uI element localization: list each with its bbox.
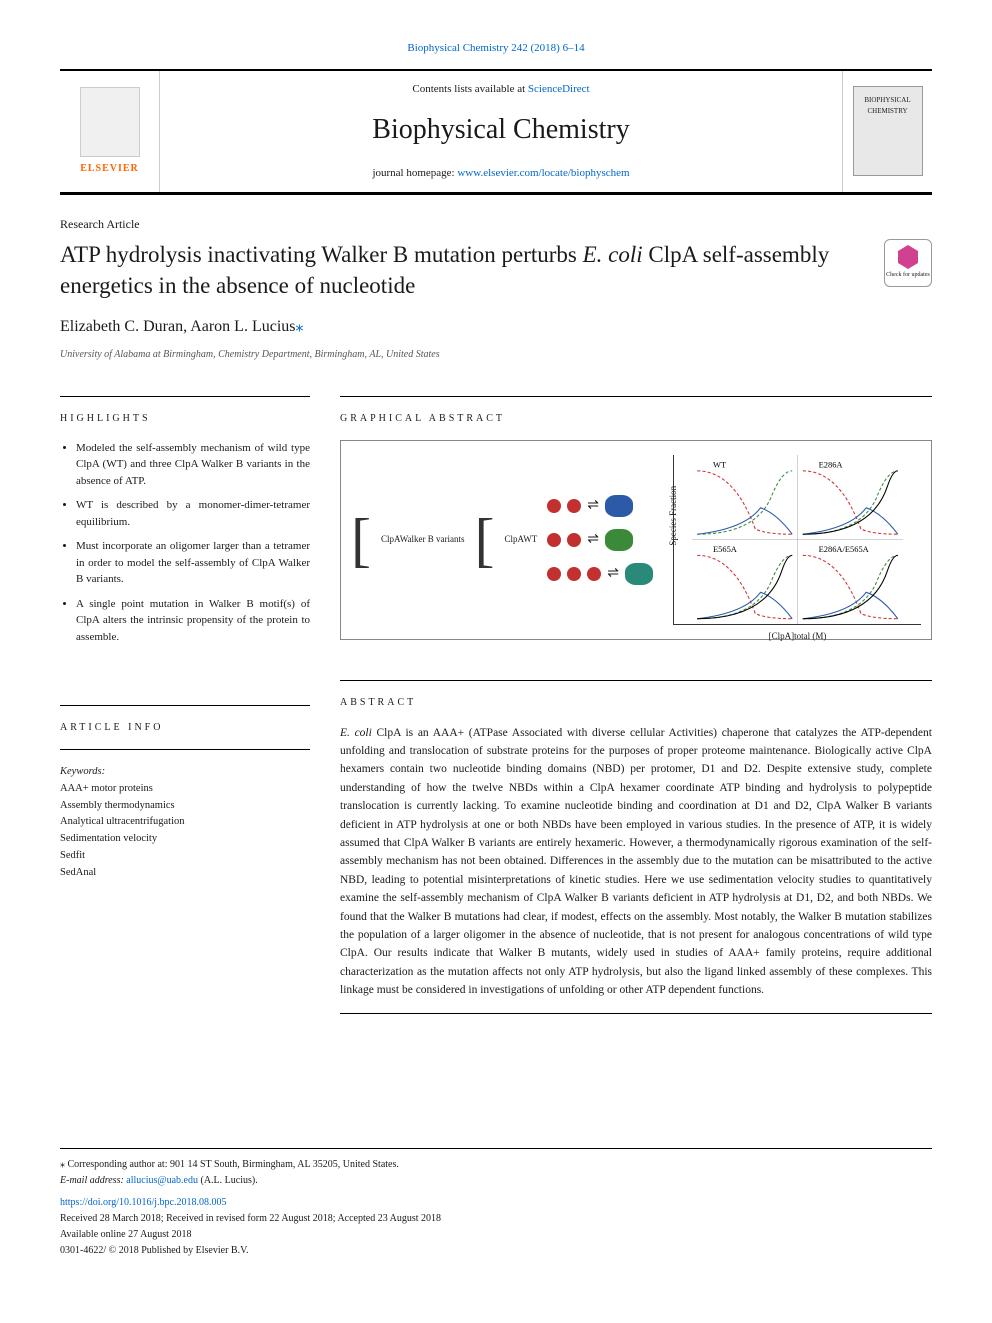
- ga-label-outer: ClpAWalker B variants: [381, 533, 465, 547]
- divider: [340, 1013, 932, 1014]
- chart-svg: WT E286A E565A E286A/E565A: [674, 455, 921, 624]
- graphical-abstract-heading: GRAPHICAL ABSTRACT: [340, 411, 932, 426]
- panel-label: E286A: [819, 459, 844, 469]
- monomer-icon: [587, 567, 601, 581]
- highlight-item: WT is described by a monomer-dimer-tetra…: [76, 497, 310, 530]
- articleinfo-heading: ARTICLE INFO: [60, 720, 310, 735]
- abstract-body: ClpA is an AAA+ (ATPase Associated with …: [340, 727, 932, 996]
- homepage-line: journal homepage: www.elsevier.com/locat…: [170, 165, 832, 182]
- publisher-name: ELSEVIER: [80, 161, 139, 176]
- highlights-heading: HIGHLIGHTS: [60, 411, 310, 426]
- panel-label: E565A: [713, 544, 738, 554]
- homepage-prefix: journal homepage:: [372, 167, 457, 179]
- keywords-block: Keywords: AAA+ motor proteins Assembly t…: [60, 764, 310, 882]
- homepage-link[interactable]: www.elsevier.com/locate/biophyschem: [457, 167, 629, 179]
- tetramer-icon: [605, 529, 633, 551]
- monomer-icon: [567, 499, 581, 513]
- authors-list: Elizabeth C. Duran, Aaron L. Lucius⁎: [60, 315, 932, 339]
- reaction-row: ⇌: [547, 529, 653, 551]
- highlight-item: Must incorporate an oligomer larger than…: [76, 538, 310, 588]
- article-title: ATP hydrolysis inactivating Walker B mut…: [60, 239, 864, 301]
- publisher-logo: ELSEVIER: [60, 71, 160, 192]
- panel-label: WT: [713, 459, 727, 469]
- reaction-row: ⇌: [547, 563, 653, 585]
- doi-link[interactable]: https://doi.org/10.1016/j.bpc.2018.08.00…: [60, 1195, 932, 1211]
- abstract-italic: E. coli: [340, 727, 372, 739]
- highlight-item: Modeled the self-assembly mechanism of w…: [76, 440, 310, 490]
- sciencedirect-link[interactable]: ScienceDirect: [528, 83, 590, 95]
- species-fraction-chart: Species Fraction [ClpA]total (M) WT E286…: [673, 455, 921, 625]
- equilibrium-arrow-icon: ⇌: [607, 563, 619, 584]
- keyword: Assembly thermodynamics: [60, 798, 310, 815]
- journal-title: Biophysical Chemistry: [170, 109, 832, 151]
- keyword: SedAnal: [60, 865, 310, 882]
- panel-label: E286A/E565A: [819, 544, 870, 554]
- masthead: ELSEVIER Contents lists available at Sci…: [60, 69, 932, 195]
- keyword: Analytical ultracentrifugation: [60, 814, 310, 831]
- keyword: Sedimentation velocity: [60, 831, 310, 848]
- email-suffix: (A.L. Lucius).: [198, 1175, 258, 1186]
- monomer-icon: [567, 567, 581, 581]
- abstract-heading: ABSTRACT: [340, 695, 932, 710]
- keyword: AAA+ motor proteins: [60, 781, 310, 798]
- corresponding-asterisk: ⁎: [296, 318, 304, 335]
- cover-image: BIOPHYSICAL CHEMISTRY: [853, 86, 923, 176]
- monomer-icon: [547, 567, 561, 581]
- highlights-list: Modeled the self-assembly mechanism of w…: [60, 440, 310, 646]
- divider: [60, 749, 310, 750]
- ga-label-inner: ClpAWT: [505, 533, 538, 547]
- elsevier-tree-icon: [80, 87, 140, 157]
- ga-reactions: ⇌ ⇌ ⇌: [547, 495, 653, 585]
- received-dates: Received 28 March 2018; Received in revi…: [60, 1211, 932, 1227]
- contents-line: Contents lists available at ScienceDirec…: [170, 81, 832, 98]
- bracket-icon: [: [351, 510, 371, 570]
- highlight-item: A single point mutation in Walker B moti…: [76, 596, 310, 646]
- keywords-title: Keywords:: [60, 764, 310, 781]
- corresponding-author: ⁎ Corresponding author at: 901 14 ST Sou…: [60, 1157, 932, 1173]
- check-updates-label: Check for updates: [886, 271, 930, 280]
- ga-reactions-block: [ ClpAWalker B variants [ ClpAWT ⇌: [351, 495, 653, 585]
- footer: ⁎ Corresponding author at: 901 14 ST Sou…: [60, 1148, 932, 1259]
- divider: [340, 396, 932, 397]
- email-label: E-mail address:: [60, 1175, 126, 1186]
- divider: [60, 705, 310, 706]
- journal-reference: Biophysical Chemistry 242 (2018) 6–14: [60, 40, 932, 57]
- available-online: Available online 27 August 2018: [60, 1227, 932, 1243]
- abstract-text: E. coli ClpA is an AAA+ (ATPase Associat…: [340, 724, 932, 1000]
- issn-copyright: 0301-4622/ © 2018 Published by Elsevier …: [60, 1243, 932, 1259]
- monomer-icon: [547, 499, 561, 513]
- journal-ref-link[interactable]: Biophysical Chemistry 242 (2018) 6–14: [407, 42, 584, 54]
- equilibrium-arrow-icon: ⇌: [587, 495, 599, 516]
- author-names: Elizabeth C. Duran, Aaron L. Lucius: [60, 318, 296, 335]
- divider: [60, 396, 310, 397]
- title-part-1: ATP hydrolysis inactivating Walker B mut…: [60, 242, 583, 267]
- equilibrium-arrow-icon: ⇌: [587, 529, 599, 550]
- monomer-icon: [547, 533, 561, 547]
- affiliation: University of Alabama at Birmingham, Che…: [60, 347, 932, 362]
- divider: [340, 680, 932, 681]
- monomer-icon: [567, 533, 581, 547]
- dimer-icon: [605, 495, 633, 517]
- keyword: Sedfit: [60, 848, 310, 865]
- graphical-abstract: [ ClpAWalker B variants [ ClpAWT ⇌: [340, 440, 932, 640]
- article-type: Research Article: [60, 215, 932, 233]
- reaction-row: ⇌: [547, 495, 653, 517]
- email-link[interactable]: allucius@uab.edu: [126, 1175, 198, 1186]
- bracket-icon: [: [475, 510, 495, 570]
- check-updates-badge[interactable]: Check for updates: [884, 239, 932, 287]
- masthead-center: Contents lists available at ScienceDirec…: [160, 71, 842, 192]
- contents-prefix: Contents lists available at: [412, 83, 527, 95]
- journal-cover-thumb: BIOPHYSICAL CHEMISTRY: [842, 71, 932, 192]
- chart-xlabel: [ClpA]total (M): [769, 630, 827, 644]
- larger-oligomer-icon: [625, 563, 653, 585]
- crossmark-icon: [898, 245, 918, 269]
- title-italic: E. coli: [583, 242, 643, 267]
- chart-ylabel: Species Fraction: [667, 486, 681, 546]
